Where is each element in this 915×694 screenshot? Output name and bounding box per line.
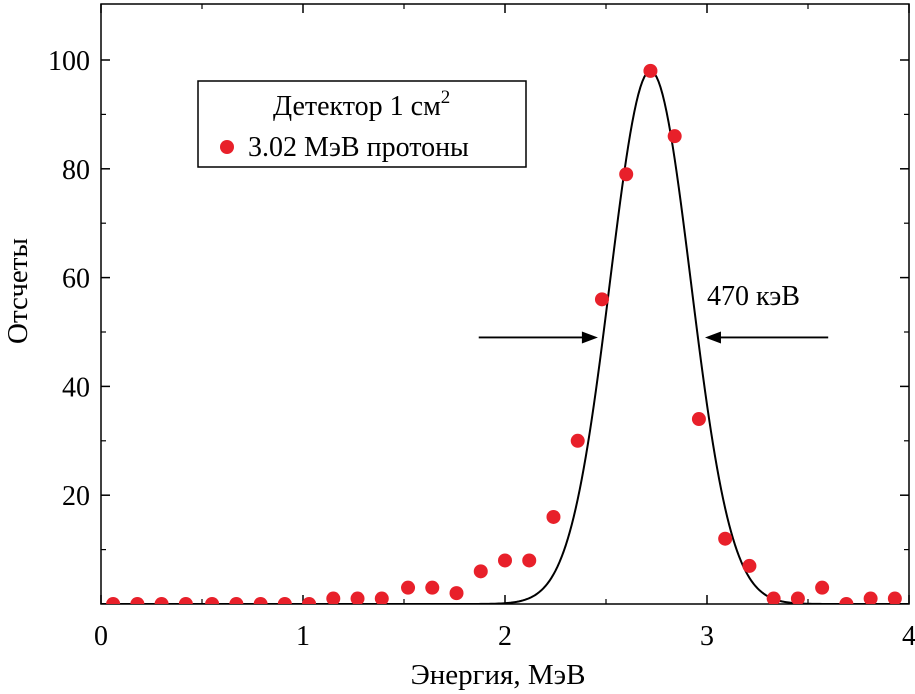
data-point: [229, 597, 244, 604]
data-point: [326, 591, 341, 604]
data-point: [374, 591, 389, 604]
data-point: [667, 129, 682, 144]
fwhm-left-arrow-head: [581, 331, 598, 344]
y-tick-label: 20: [62, 481, 90, 512]
data-point: [130, 597, 145, 604]
data-point: [253, 597, 268, 604]
legend-marker: [220, 140, 234, 154]
data-point: [643, 63, 658, 78]
x-tick-label: 0: [94, 621, 108, 652]
y-tick-label: 40: [62, 372, 90, 403]
data-point: [790, 591, 805, 604]
fwhm-right-arrow-head: [704, 331, 721, 344]
data-point: [887, 591, 902, 604]
data-point: [546, 509, 561, 524]
legend-title-text: Детектор 1 см: [273, 91, 441, 122]
data-point: [594, 292, 609, 307]
x-tick-label: 2: [498, 621, 512, 652]
data-point: [449, 586, 464, 601]
data-point: [178, 597, 193, 604]
data-point: [106, 597, 121, 604]
x-axis-label: Энергия, МэВ: [411, 659, 586, 691]
data-point: [815, 580, 830, 595]
data-point: [839, 597, 854, 604]
legend: Детектор 1 см2 3.02 МэВ протоны: [197, 80, 527, 168]
data-point: [302, 597, 317, 604]
fwhm-annotation: 470 кэВ: [707, 281, 800, 312]
legend-title-superscript: 2: [441, 87, 451, 108]
data-point: [473, 564, 488, 579]
x-tick-label: 3: [700, 621, 714, 652]
legend-title: Детектор 1 см2: [273, 87, 450, 122]
legend-box: [197, 80, 527, 168]
x-tick-label: 1: [296, 621, 310, 652]
data-point: [522, 553, 537, 568]
fwhm-arrows: [478, 331, 829, 344]
data-point: [350, 591, 365, 604]
data-point: [205, 597, 220, 604]
data-point: [401, 580, 416, 595]
data-point: [766, 591, 781, 604]
data-point: [691, 412, 706, 427]
data-points: [106, 63, 902, 604]
y-axis-label: Отсчеты: [2, 238, 34, 344]
y-tick-label: 80: [62, 155, 90, 186]
data-point: [277, 597, 292, 604]
data-point: [498, 553, 512, 568]
data-point: [425, 580, 440, 595]
data-point: [742, 558, 757, 573]
data-point: [570, 433, 585, 448]
y-tick-label: 60: [62, 264, 90, 295]
y-tick-label: 100: [48, 46, 90, 77]
x-tick-label: 4: [902, 621, 915, 652]
data-point: [718, 531, 733, 546]
legend-entry-label: 3.02 МэВ протоны: [248, 132, 469, 163]
y-axis-ticks: 20 40 60 80 100: [48, 46, 909, 551]
data-point: [619, 167, 634, 182]
data-point: [863, 591, 878, 604]
data-point: [154, 597, 169, 604]
